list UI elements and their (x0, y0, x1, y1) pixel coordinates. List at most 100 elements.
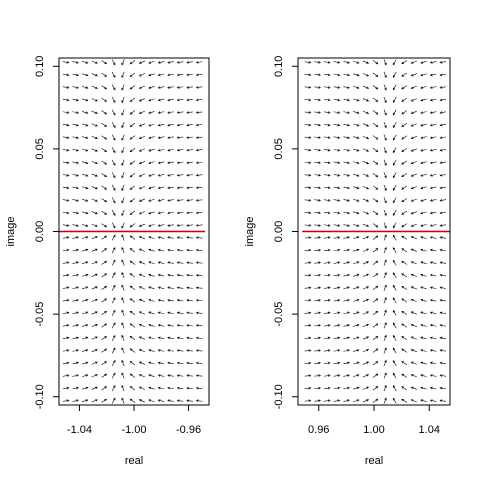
field-arrow (186, 400, 193, 402)
field-arrowhead (186, 349, 190, 352)
field-arrowhead (375, 298, 379, 301)
field-arrowhead (366, 199, 370, 202)
field-arrowhead (439, 298, 443, 302)
field-arrow (333, 387, 340, 390)
field-arrow (420, 399, 427, 402)
field-arrowhead (375, 373, 379, 377)
field-arrow (314, 111, 321, 114)
field-arrowhead (167, 261, 171, 264)
field-arrowhead (318, 211, 321, 215)
field-arrowhead (356, 224, 360, 227)
field-arrowhead (176, 349, 180, 352)
field-arrow (91, 274, 98, 277)
field-arrowhead (95, 186, 98, 190)
field-arrowhead (347, 273, 350, 277)
field-arrow (130, 398, 136, 403)
field-arrow (139, 173, 146, 177)
field-arrowhead (356, 111, 360, 114)
field-arrowhead (148, 123, 152, 127)
field-arrow (343, 111, 350, 114)
field-arrow (167, 249, 174, 252)
field-arrowhead (308, 374, 312, 377)
field-arrow (411, 261, 417, 265)
field-arrowhead (176, 211, 180, 215)
field-arrow (314, 174, 321, 176)
field-arrowhead (410, 323, 414, 327)
field-arrowhead (66, 61, 70, 64)
field-arrow (148, 161, 155, 164)
field-arrow (177, 149, 184, 151)
field-arrow (324, 287, 331, 289)
x-tick-label: 1.04 (419, 424, 440, 436)
field-arrowhead (337, 248, 341, 252)
field-arrowhead (157, 111, 161, 114)
field-arrow (333, 61, 340, 63)
field-arrow (139, 386, 146, 390)
field-arrow (139, 223, 146, 227)
field-arrowhead (410, 211, 414, 215)
field-arrow (420, 337, 427, 340)
field-arrow (121, 109, 125, 116)
field-arrow (148, 286, 155, 290)
field-arrowhead (186, 286, 190, 290)
field-arrowhead (366, 73, 370, 77)
field-arrowhead (129, 373, 133, 377)
field-arrowhead (121, 309, 124, 313)
field-arrow (440, 86, 447, 89)
field-arrowhead (157, 161, 161, 165)
field-arrow (333, 174, 340, 176)
field-arrowhead (138, 99, 142, 102)
field-arrowhead (176, 61, 180, 64)
field-arrow (121, 397, 125, 404)
field-arrowhead (392, 87, 396, 91)
field-arrowhead (420, 161, 424, 165)
field-arrow (111, 360, 116, 367)
field-arrow (392, 71, 397, 78)
field-arrowhead (104, 298, 108, 301)
field-arrow (430, 362, 437, 365)
field-arrow (314, 262, 321, 264)
field-arrowhead (384, 200, 387, 204)
field-arrowhead (318, 311, 321, 315)
field-arrowhead (176, 324, 180, 327)
field-arrowhead (318, 374, 321, 377)
field-arrowhead (375, 335, 379, 339)
field-arrow (430, 337, 437, 340)
field-arrow (362, 311, 369, 315)
field-arrow (392, 310, 397, 316)
field-arrow (372, 386, 378, 391)
field-arrow (186, 349, 193, 352)
field-arrowhead (176, 374, 180, 377)
field-arrow (304, 186, 311, 189)
field-arrowhead (76, 399, 79, 402)
field-arrow (121, 184, 125, 191)
field-arrow (186, 312, 193, 314)
field-arrow (62, 312, 69, 314)
field-arrowhead (195, 73, 199, 77)
field-arrow (324, 73, 331, 76)
field-arrowhead (327, 186, 331, 190)
field-arrowhead (176, 248, 180, 252)
field-arrow (81, 60, 88, 64)
field-arrowhead (337, 286, 341, 290)
field-arrowhead (392, 360, 396, 363)
field-arrowhead (410, 224, 414, 227)
field-arrow (353, 60, 359, 64)
field-arrowhead (186, 374, 190, 377)
field-arrow (111, 197, 116, 203)
field-arrowhead (429, 361, 433, 365)
field-arrow (383, 71, 387, 78)
field-arrow (411, 148, 417, 152)
field-arrow (333, 362, 340, 365)
field-arrow (324, 149, 331, 151)
field-arrowhead (327, 98, 331, 102)
field-arrow (121, 259, 125, 266)
field-arrow (401, 110, 408, 115)
field-arrow (72, 399, 79, 402)
field-arrowhead (195, 399, 199, 403)
field-arrow (304, 237, 311, 239)
field-arrow (139, 236, 146, 240)
field-arrow (130, 361, 136, 366)
field-arrowhead (392, 334, 396, 338)
field-arrowhead (375, 187, 379, 190)
